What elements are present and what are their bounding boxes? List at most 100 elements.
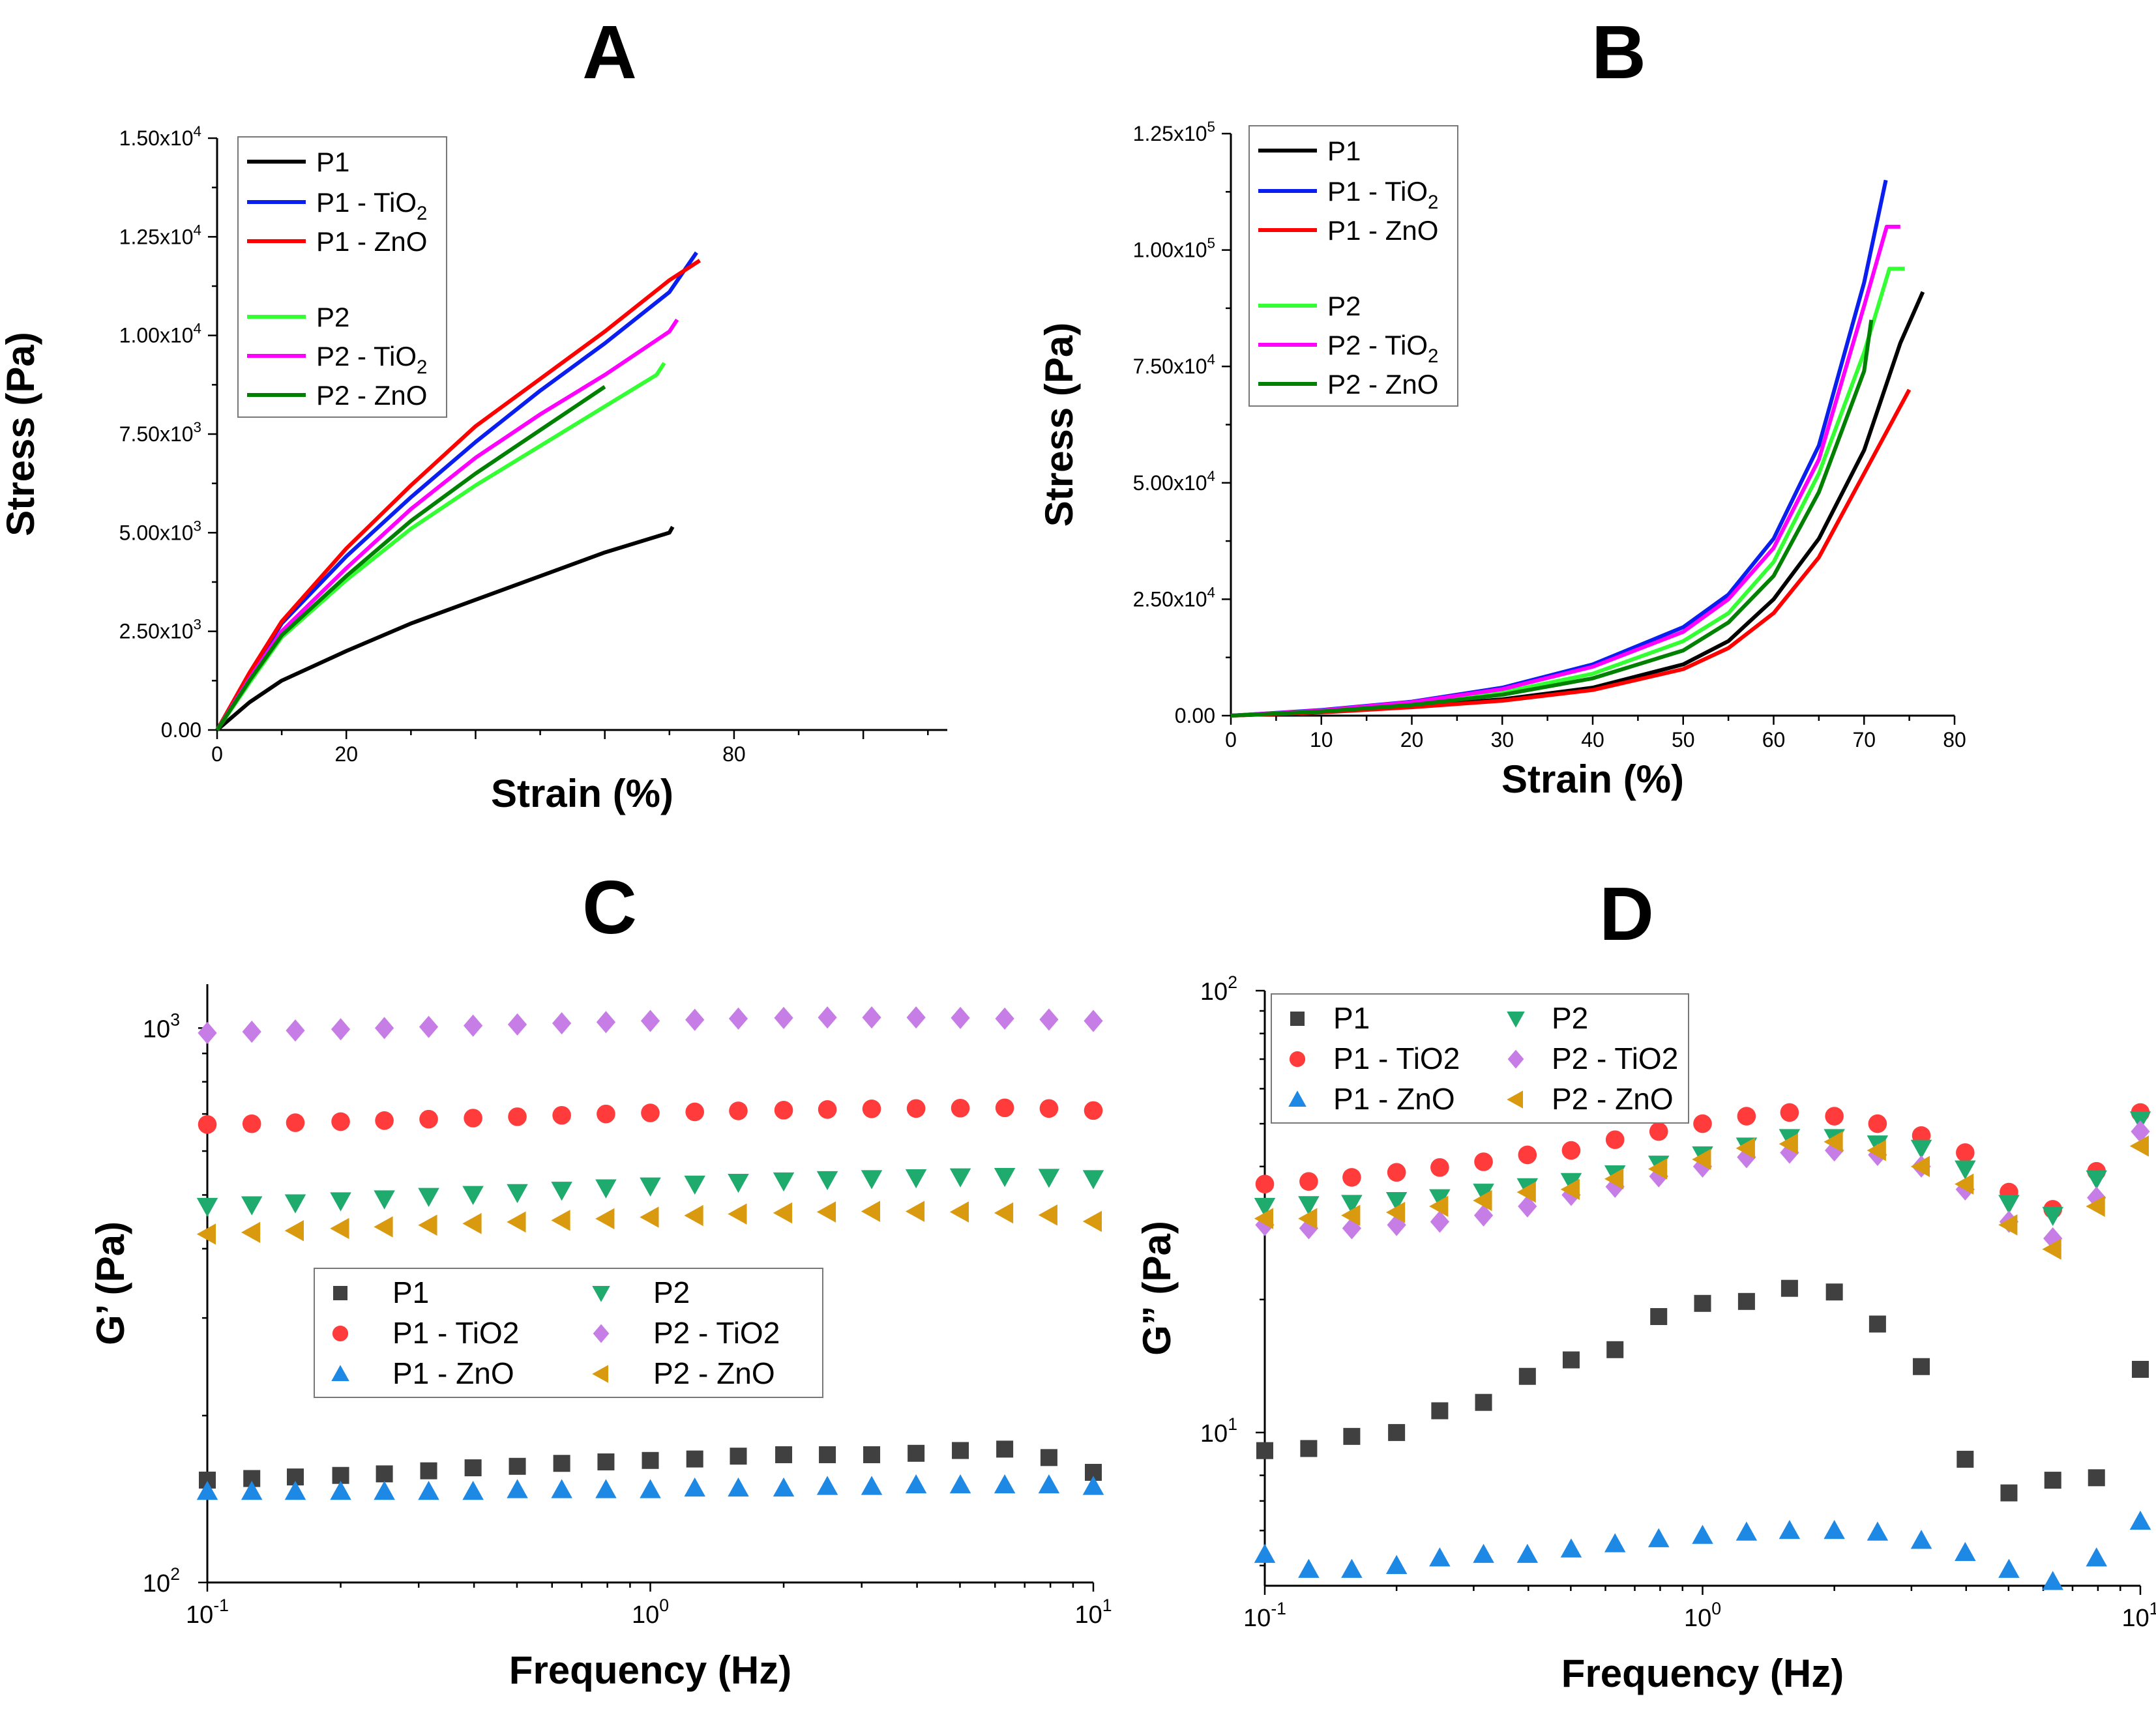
data-point-p1-zno bbox=[1910, 1530, 1932, 1549]
data-point-p1 bbox=[775, 1446, 793, 1463]
y-tick-label-102: 102 bbox=[143, 1564, 180, 1597]
data-point-p1-zno bbox=[462, 1480, 484, 1500]
data-point-p1 bbox=[376, 1465, 393, 1483]
legend-label: P1 bbox=[1327, 136, 1361, 166]
y-tick-label-7-50x104: 7.50x104 bbox=[1133, 351, 1215, 378]
data-point-p2-tio2 bbox=[1084, 1010, 1103, 1032]
legend-label: P1 - TiO2 bbox=[1333, 1042, 1460, 1075]
series-p1-zno bbox=[1254, 1510, 2151, 1590]
y-tick-label-5-00x103: 5.00x103 bbox=[119, 518, 201, 544]
data-point-p2-zno bbox=[2042, 1238, 2061, 1260]
data-point-p2-tio2 bbox=[463, 1014, 483, 1037]
data-point-p2 bbox=[1385, 1191, 1408, 1212]
y-tick-label-1-25x104: 1.25x104 bbox=[119, 222, 201, 248]
data-point-p1-zno bbox=[640, 1479, 661, 1498]
data-point-p1-zno bbox=[1647, 1528, 1670, 1547]
data-point-p1 bbox=[1825, 1283, 1843, 1301]
series-p1 bbox=[216, 525, 675, 732]
legend-swatch bbox=[1290, 1012, 1305, 1026]
data-point-p1-tio2 bbox=[1868, 1114, 1887, 1133]
data-point-p1-tio2 bbox=[552, 1105, 571, 1125]
legend-item-p2: P2 bbox=[1507, 1001, 1588, 1035]
data-point-p2 bbox=[728, 1173, 749, 1193]
y-axis-title: G’ (Pa) bbox=[89, 1221, 132, 1345]
x-tick-label-10-1: 10-1 bbox=[186, 1596, 229, 1629]
data-point-p2 bbox=[861, 1170, 883, 1189]
data-point-p1-zno bbox=[905, 1474, 927, 1494]
y-tick-label-103: 103 bbox=[143, 1010, 180, 1043]
data-point-p1 bbox=[1475, 1393, 1492, 1411]
series-p2 bbox=[1254, 1111, 2151, 1227]
y-tick-label-101: 101 bbox=[1200, 1414, 1237, 1448]
legend-swatch bbox=[332, 1325, 349, 1342]
data-point-p1 bbox=[420, 1462, 437, 1480]
series-p2-tio2 bbox=[1230, 224, 1900, 718]
data-point-p2-zno bbox=[684, 1204, 703, 1227]
legend-label: P1 - TiO2 bbox=[1327, 176, 1438, 213]
data-point-p1-tio2 bbox=[375, 1111, 394, 1130]
data-point-p1-zno bbox=[2129, 1510, 2151, 1530]
data-point-p1 bbox=[1868, 1315, 1886, 1333]
legend-item-p1-tio2: P1 - TiO2 bbox=[247, 187, 427, 224]
data-point-p2-tio2 bbox=[862, 1006, 881, 1029]
data-point-p2-zno bbox=[1516, 1181, 1536, 1203]
series-p1-zno bbox=[196, 1474, 1104, 1500]
data-point-p2 bbox=[773, 1172, 795, 1192]
data-point-p2-tio2 bbox=[640, 1010, 660, 1032]
data-point-p1 bbox=[1431, 1402, 1449, 1420]
data-point-p1-zno bbox=[551, 1479, 572, 1498]
y-tick-label-2-50x103: 2.50x103 bbox=[119, 617, 201, 643]
data-point-p1-tio2 bbox=[1693, 1114, 1712, 1133]
legend-label: P2 - ZnO bbox=[653, 1356, 775, 1390]
legend-label: P1 - ZnO bbox=[316, 226, 427, 257]
data-point-p2-zno bbox=[994, 1202, 1014, 1224]
legend-swatch bbox=[331, 1365, 349, 1381]
data-point-p2-zno bbox=[1692, 1148, 1711, 1171]
x-tick-label-100: 100 bbox=[1684, 1599, 1721, 1632]
data-point-p1 bbox=[642, 1451, 659, 1469]
legend-label: P2 - TiO2 bbox=[1327, 330, 1438, 367]
data-point-p1-tio2 bbox=[1518, 1145, 1537, 1165]
legend: P1 P1 - TiO2 P1 - ZnO P2 P2 - TiO2 P2 - ZnO bbox=[1271, 993, 1689, 1124]
data-point-p1-zno bbox=[1038, 1474, 1060, 1494]
legend-label: P1 - ZnO bbox=[1327, 215, 1438, 246]
data-point-p1-zno bbox=[2042, 1571, 2063, 1590]
data-point-p1-zno bbox=[1516, 1543, 1539, 1563]
data-point-p1 bbox=[464, 1459, 482, 1477]
data-point-p1-zno bbox=[1867, 1521, 1889, 1541]
x-tick-label-20: 20 bbox=[1400, 728, 1424, 751]
data-point-p1-tio2 bbox=[1387, 1163, 1406, 1182]
data-point-p2-zno bbox=[1867, 1139, 1886, 1161]
data-point-p2-zno bbox=[1385, 1201, 1406, 1223]
data-point-p2-zno bbox=[1647, 1158, 1668, 1180]
data-point-p1-zno bbox=[684, 1477, 705, 1497]
data-point-p2-zno bbox=[773, 1202, 793, 1224]
x-axis-title: Frequency (Hz) bbox=[509, 1648, 791, 1692]
data-point-p2 bbox=[1955, 1160, 1976, 1180]
data-point-p1-zno bbox=[241, 1480, 263, 1500]
data-point-p2-zno bbox=[1473, 1189, 1492, 1212]
data-point-p1-tio2 bbox=[729, 1101, 748, 1120]
data-point-p1-tio2 bbox=[1299, 1172, 1318, 1191]
panel-letter: D bbox=[1599, 871, 1654, 956]
legend-label: P1 - ZnO bbox=[392, 1356, 514, 1390]
data-point-p1-zno bbox=[949, 1474, 971, 1494]
series-line-p2-zno bbox=[1230, 319, 1874, 718]
y-tick-label-102: 102 bbox=[1200, 972, 1237, 1006]
x-tick-label-80: 80 bbox=[1943, 728, 1966, 751]
data-point-p1-zno bbox=[1385, 1554, 1408, 1574]
legend-label: P2 - TiO2 bbox=[653, 1316, 780, 1350]
data-point-p1-tio2 bbox=[1561, 1141, 1581, 1160]
data-point-p1-tio2 bbox=[685, 1102, 705, 1122]
data-point-p2 bbox=[462, 1186, 484, 1205]
data-point-p1 bbox=[2000, 1484, 2018, 1502]
data-point-p2-tio2 bbox=[2131, 1120, 2150, 1143]
legend: P1 P1 - TiO2 P1 - ZnO P2 P2 - TiO2 P2 - ZnO bbox=[314, 1268, 823, 1398]
legend-label: P2 bbox=[653, 1276, 690, 1309]
data-point-p1 bbox=[996, 1440, 1014, 1458]
data-point-p1-zno bbox=[1560, 1538, 1582, 1558]
data-point-p1-zno bbox=[1429, 1547, 1451, 1567]
data-point-p2-tio2 bbox=[198, 1021, 217, 1044]
legend-box bbox=[237, 136, 447, 418]
data-point-p2-tio2 bbox=[242, 1020, 261, 1043]
